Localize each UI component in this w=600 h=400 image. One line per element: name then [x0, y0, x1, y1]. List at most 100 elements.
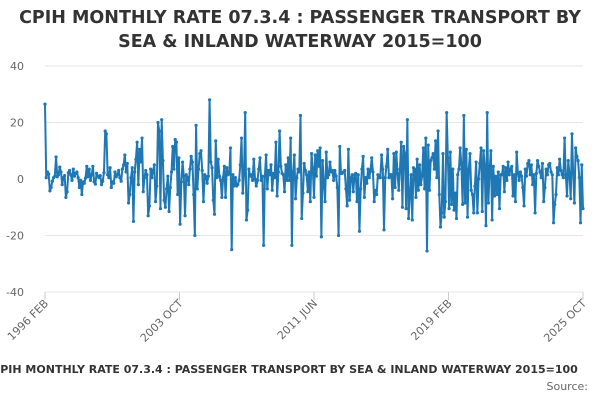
data-point	[230, 248, 234, 252]
data-point	[300, 216, 304, 221]
data-point	[273, 175, 277, 180]
data-point	[241, 191, 245, 195]
data-point	[136, 183, 140, 187]
data-point	[125, 161, 129, 166]
data-point	[103, 129, 107, 133]
data-point	[539, 175, 543, 180]
data-point	[323, 200, 327, 204]
data-point	[145, 173, 149, 177]
data-point	[376, 173, 380, 177]
data-point	[67, 168, 72, 173]
data-point	[430, 156, 434, 160]
data-point	[421, 146, 425, 150]
data-point	[151, 168, 155, 173]
data-point	[544, 167, 548, 171]
data-point	[459, 163, 463, 167]
data-point	[371, 170, 375, 174]
data-point	[187, 183, 191, 187]
data-point	[219, 178, 223, 183]
data-point	[534, 171, 538, 175]
data-point	[94, 171, 99, 175]
data-point	[249, 173, 253, 177]
data-point	[260, 174, 265, 178]
data-point	[322, 181, 326, 185]
data-point	[195, 187, 199, 191]
data-point	[113, 170, 117, 174]
data-point	[330, 168, 335, 173]
data-point	[137, 147, 142, 151]
data-point	[486, 201, 491, 205]
data-point	[489, 149, 493, 153]
data-point	[189, 154, 193, 158]
data-point	[79, 178, 83, 183]
data-point	[467, 167, 471, 171]
data-point	[378, 175, 382, 180]
data-point	[86, 175, 90, 179]
data-point	[513, 200, 518, 204]
data-point	[382, 228, 386, 232]
data-point	[295, 175, 299, 180]
data-point	[519, 174, 524, 178]
data-point	[395, 171, 400, 175]
data-point	[104, 132, 109, 136]
data-point	[313, 153, 317, 157]
data-point	[155, 184, 159, 188]
data-point	[507, 173, 511, 177]
data-point	[242, 173, 246, 177]
data-point	[183, 214, 187, 218]
data-point	[82, 181, 86, 185]
data-point	[317, 164, 321, 168]
data-point	[497, 207, 502, 211]
data-point	[570, 132, 574, 136]
data-point	[157, 129, 161, 133]
data-point	[576, 159, 580, 163]
data-point	[207, 98, 212, 102]
data-point	[65, 190, 69, 194]
data-point	[153, 200, 158, 204]
data-point	[279, 164, 283, 168]
data-point	[220, 195, 224, 199]
data-point	[404, 207, 408, 211]
data-point	[222, 164, 226, 168]
data-point	[265, 187, 269, 191]
data-point	[464, 147, 468, 151]
data-point	[532, 173, 536, 177]
data-point	[228, 146, 233, 150]
data-point	[285, 178, 289, 183]
data-point	[165, 187, 169, 191]
data-point	[50, 179, 54, 183]
data-point	[402, 144, 406, 149]
data-point	[209, 160, 213, 164]
data-point	[577, 175, 581, 180]
data-point	[152, 163, 156, 167]
data-point	[147, 204, 152, 208]
data-point	[318, 146, 322, 150]
data-point	[398, 167, 402, 171]
data-point	[363, 175, 368, 180]
data-point	[131, 219, 136, 223]
data-point	[309, 151, 314, 156]
data-point	[90, 173, 94, 177]
data-point	[394, 150, 398, 154]
data-point	[453, 191, 457, 195]
data-point	[422, 187, 427, 191]
data-point	[494, 174, 498, 178]
data-point	[58, 165, 62, 169]
data-point	[346, 147, 350, 151]
data-point	[297, 170, 301, 174]
data-point	[225, 166, 229, 170]
data-point	[397, 188, 401, 192]
source-label: Source:	[546, 380, 589, 393]
data-point	[135, 140, 139, 144]
data-point	[117, 168, 121, 173]
data-point	[128, 192, 132, 197]
data-point	[162, 198, 166, 202]
data-point	[264, 153, 268, 157]
data-point	[462, 113, 466, 118]
data-point	[365, 181, 369, 185]
data-point	[293, 197, 298, 201]
data-point	[338, 144, 342, 149]
data-point	[239, 136, 244, 140]
data-point	[550, 173, 554, 177]
data-point	[48, 189, 52, 193]
